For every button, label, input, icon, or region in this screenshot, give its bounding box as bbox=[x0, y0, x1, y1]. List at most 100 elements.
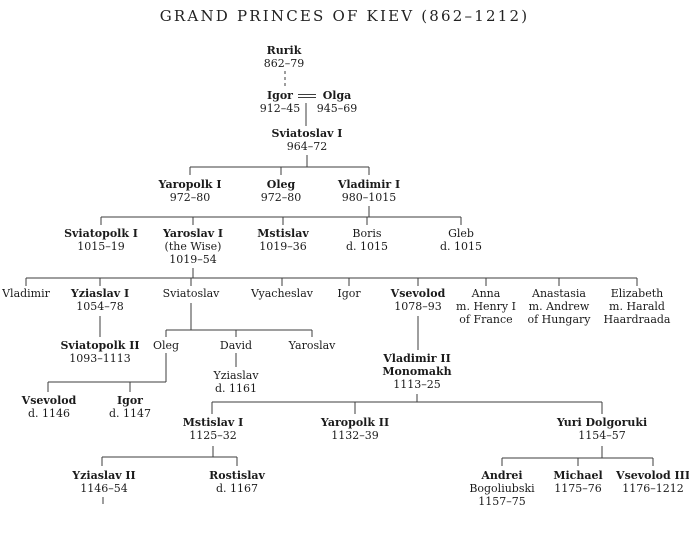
person-name: Yziaslav II bbox=[72, 469, 136, 482]
person-rostislav: Rostislav d. 1167 bbox=[209, 469, 265, 495]
person-detail: of Hungary bbox=[527, 313, 591, 326]
person-name: Sviatoslav bbox=[162, 287, 220, 300]
person-rurik: Rurik 862–79 bbox=[264, 44, 305, 70]
person-name: Yziaslav bbox=[213, 369, 259, 382]
person-detail: 1019–36 bbox=[259, 240, 307, 253]
person-detail: Haardraada bbox=[603, 313, 671, 326]
person-detail: 1146–54 bbox=[80, 482, 128, 495]
person-vladimir2: Vladimir II Monomakh 1113–25 bbox=[382, 352, 451, 391]
person-yziaslav1: Yziaslav I 1054–78 bbox=[71, 287, 129, 313]
person-detail: Bogoliubski bbox=[469, 482, 535, 495]
person-name: Sviatopolk II bbox=[60, 339, 140, 352]
page-title: GRAND PRINCES OF KIEV (862–1212) bbox=[159, 7, 530, 25]
person-detail: of France bbox=[459, 313, 513, 326]
person-detail: 912–45 bbox=[259, 102, 301, 115]
person-sviatopolk2: Sviatopolk II 1093–1113 bbox=[60, 339, 139, 365]
person-name: Vladimir I bbox=[337, 178, 401, 191]
person-sviatopolk1: Sviatopolk I 1015–19 bbox=[64, 227, 138, 253]
person-detail: 1175–76 bbox=[554, 482, 602, 495]
person-detail: 964–72 bbox=[286, 140, 328, 153]
person-vsevolod3: Vsevolod III 1176–1212 bbox=[616, 469, 689, 495]
person-detail: 980–1015 bbox=[341, 191, 397, 204]
person-detail: 1132–39 bbox=[331, 429, 379, 442]
person-name: Igor bbox=[337, 287, 361, 300]
person-detail: (the Wise) bbox=[164, 240, 222, 253]
person-detail: d. 1161 bbox=[214, 382, 258, 395]
person-yziaslav2: Yziaslav II 1146–54 bbox=[72, 469, 135, 495]
person-detail: d. 1146 bbox=[27, 407, 71, 420]
person-detail: 972–80 bbox=[260, 191, 302, 204]
person-name: Boris bbox=[352, 227, 382, 240]
person-detail: 1015–19 bbox=[77, 240, 125, 253]
person-name: Yaropolk I bbox=[158, 178, 222, 191]
person-name: Anastasia bbox=[532, 287, 586, 300]
person-david: David bbox=[220, 339, 252, 352]
person-detail: 1054–78 bbox=[76, 300, 124, 313]
person-igor1147: Igor d. 1147 bbox=[109, 394, 151, 420]
person-vsevolod1146: Vsevolod d. 1146 bbox=[22, 394, 77, 420]
person-yaroslav_s: Yaroslav bbox=[289, 339, 336, 352]
person-name: Sviatoslav I bbox=[271, 127, 343, 140]
person-detail: d. 1167 bbox=[215, 482, 259, 495]
person-detail: 1093–1113 bbox=[69, 352, 131, 365]
person-name: Andrei bbox=[481, 469, 523, 482]
person-detail: 1019–54 bbox=[169, 253, 217, 266]
person-name: Vsevolod bbox=[21, 394, 77, 407]
person-name: Yziaslav I bbox=[70, 287, 130, 300]
person-michael: Michael 1175–76 bbox=[553, 469, 602, 495]
person-name: Vsevolod III bbox=[616, 469, 689, 482]
person-gleb: Gleb d. 1015 bbox=[440, 227, 482, 253]
person-olga: Olga 945–69 bbox=[317, 89, 358, 115]
person-detail: 1078–93 bbox=[394, 300, 442, 313]
person-name: Yuri Dolgoruki bbox=[556, 416, 648, 429]
person-name-line2: Monomakh bbox=[382, 365, 452, 378]
person-name: Rurik bbox=[266, 44, 302, 57]
person-name: Oleg bbox=[266, 178, 296, 191]
person-name: Yaroslav I bbox=[162, 227, 224, 240]
person-detail: 1176–1212 bbox=[622, 482, 684, 495]
person-detail: m. Harald bbox=[609, 300, 665, 313]
person-igor_s: Igor bbox=[337, 287, 360, 300]
person-name: Vsevolod bbox=[390, 287, 446, 300]
person-mstislav1019: Mstislav 1019–36 bbox=[257, 227, 309, 253]
person-oleg972: Oleg 972–80 bbox=[261, 178, 302, 204]
person-yaropolk2: Yaropolk II 1132–39 bbox=[321, 416, 389, 442]
person-anastasia: Anastasia m. Andrew of Hungary bbox=[527, 287, 590, 326]
person-name: Yaroslav bbox=[288, 339, 336, 352]
person-vyacheslav: Vyacheslav bbox=[251, 287, 313, 300]
person-detail: m. Henry I bbox=[456, 300, 516, 313]
person-detail: d. 1015 bbox=[439, 240, 483, 253]
person-andrei: Andrei Bogoliubski 1157–75 bbox=[469, 469, 534, 508]
person-boris: Boris d. 1015 bbox=[346, 227, 388, 253]
person-detail: d. 1147 bbox=[108, 407, 152, 420]
person-name: Vyacheslav bbox=[251, 287, 313, 300]
person-name: David bbox=[219, 339, 253, 352]
person-name: Anna bbox=[471, 287, 501, 300]
person-sviatoslav_s: Sviatoslav bbox=[163, 287, 220, 300]
person-yaroslav1: Yaroslav I (the Wise) 1019–54 bbox=[163, 227, 223, 266]
person-detail: 1157–75 bbox=[478, 495, 526, 508]
person-name: Olga bbox=[322, 89, 352, 102]
person-name: Gleb bbox=[448, 227, 474, 240]
person-detail: 862–79 bbox=[263, 57, 305, 70]
person-detail: 1113–25 bbox=[393, 378, 441, 391]
person-detail: m. Andrew bbox=[528, 300, 590, 313]
person-vsevolod1078: Vsevolod 1078–93 bbox=[391, 287, 446, 313]
person-detail: 972–80 bbox=[169, 191, 211, 204]
person-elizabeth: Elizabeth m. Harald Haardraada bbox=[604, 287, 671, 326]
person-name: Yaropolk II bbox=[320, 416, 390, 429]
person-detail: 1154–57 bbox=[578, 429, 626, 442]
person-name: Mstislav I bbox=[182, 416, 244, 429]
person-yziaslav1161: Yziaslav d. 1161 bbox=[213, 369, 258, 395]
person-sviatoslav1: Sviatoslav I 964–72 bbox=[272, 127, 343, 153]
person-detail: d. 1015 bbox=[345, 240, 389, 253]
person-name: Rostislav bbox=[209, 469, 265, 482]
person-name: Michael bbox=[553, 469, 603, 482]
person-name: Sviatopolk I bbox=[64, 227, 138, 240]
person-name: Igor bbox=[267, 89, 293, 102]
person-name: Igor bbox=[117, 394, 143, 407]
person-detail: 945–69 bbox=[316, 102, 358, 115]
